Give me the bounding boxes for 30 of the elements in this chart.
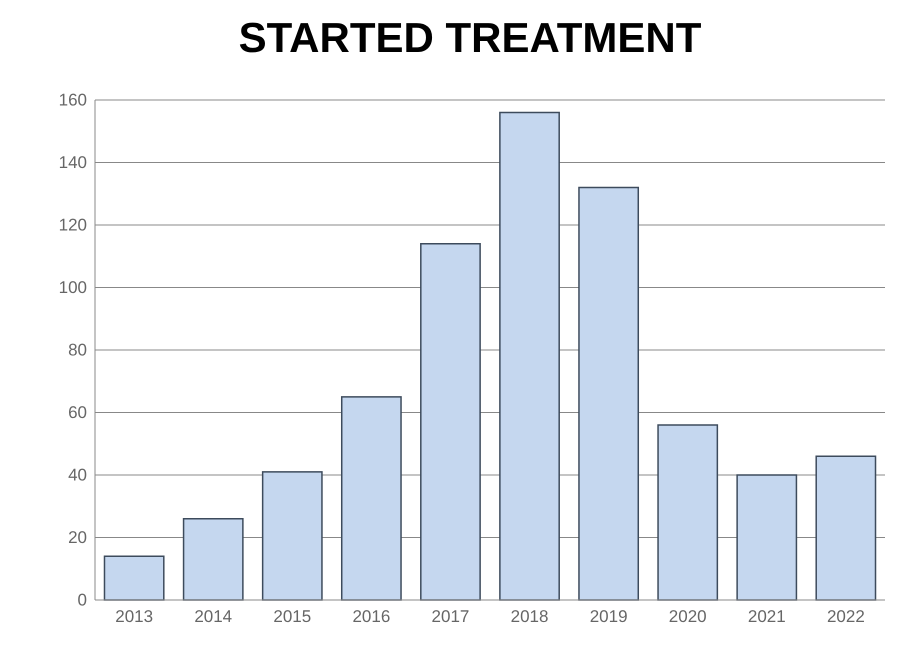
- x-tick-label: 2014: [194, 607, 232, 626]
- x-tick-label: 2018: [510, 607, 548, 626]
- x-tick-label: 2017: [432, 607, 470, 626]
- y-tick-label: 80: [68, 340, 87, 360]
- x-tick-label: 2016: [352, 607, 390, 626]
- bar: [736, 474, 798, 601]
- x-tick-label: 2015: [273, 607, 312, 626]
- bar: [657, 424, 718, 601]
- x-tick-label: 2021: [748, 607, 786, 626]
- bar: [104, 556, 165, 601]
- x-tick-label: 2020: [668, 607, 707, 626]
- bar: [420, 243, 481, 601]
- bar: [262, 471, 323, 601]
- y-tick-label: 20: [68, 528, 87, 547]
- y-tick-label: 0: [78, 590, 87, 610]
- x-tick-label: 2022: [826, 607, 865, 626]
- x-tick-label: 2013: [115, 607, 154, 626]
- bar: [815, 456, 876, 601]
- bar: [340, 396, 402, 601]
- y-tick-label: 160: [58, 90, 87, 110]
- bar: [182, 518, 244, 601]
- y-tick-label: 60: [68, 402, 87, 422]
- x-tick-label: 2019: [590, 607, 628, 626]
- y-tick-label: 100: [58, 278, 87, 297]
- bar: [578, 186, 640, 601]
- bar: [499, 112, 560, 601]
- y-tick-label: 140: [58, 152, 87, 172]
- y-tick-label: 120: [58, 215, 87, 234]
- chart-title: STARTED TREATMENT: [238, 14, 702, 61]
- y-tick-label: 40: [68, 465, 87, 484]
